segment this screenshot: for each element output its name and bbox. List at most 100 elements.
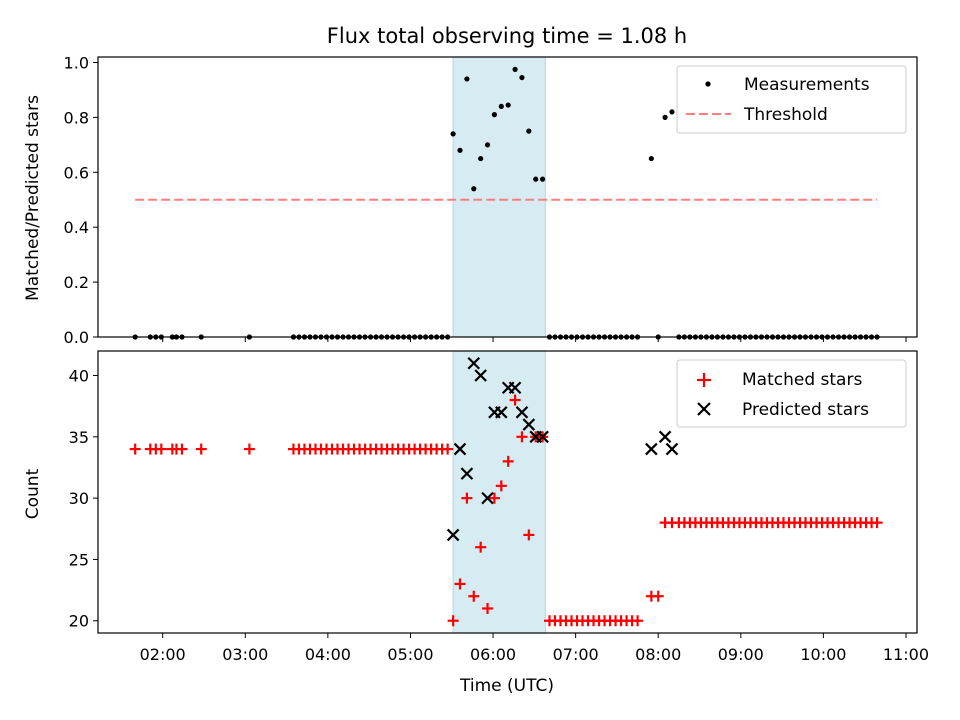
count-x-ticks: 02:00 03:00 04:00 05:00 06:00 07:00 08:00 09:00… — [140, 633, 929, 664]
measurement-point — [505, 102, 511, 108]
matched-star-point — [495, 480, 507, 492]
predicted-star-point — [665, 442, 679, 456]
count-span-rect — [452, 350, 546, 634]
count-x-tick-label: 03:00 — [222, 645, 268, 664]
predicted-star-point — [474, 369, 487, 382]
predicted-star-point — [467, 356, 481, 370]
measurement-point — [484, 142, 491, 148]
measurement-point — [540, 176, 546, 182]
matched-star-point — [475, 541, 487, 553]
measurement-point — [450, 131, 456, 137]
legend-matched-label: Matched stars — [742, 370, 862, 390]
count-x-tick-label: 09:00 — [718, 645, 764, 664]
count-y-axis-label: Count — [23, 468, 43, 519]
count-panel: Count 20 25 30 35 40 02:00 03:00 04:00 05:00 06:… — [23, 350, 929, 696]
matched-star-point — [243, 443, 255, 455]
count-x-tick-label: 10:00 — [800, 645, 846, 664]
ratio-highlight-span — [452, 56, 546, 338]
measurement-point — [457, 147, 463, 153]
predicted-star-point — [645, 442, 658, 456]
count-x-tick-label: 06:00 — [470, 645, 516, 664]
legend-measurements-label: Measurements — [744, 75, 870, 95]
matched-star-point — [516, 431, 528, 443]
matched-star-point — [461, 492, 473, 504]
matched-star-point — [652, 590, 664, 602]
predicted-star-point — [522, 418, 536, 431]
predicted-star-point — [536, 430, 549, 444]
matched-star-point — [447, 615, 459, 627]
count-x-tick-label: 02:00 — [140, 645, 186, 664]
count-x-tick-label: 07:00 — [553, 645, 599, 664]
matched-star-point — [442, 443, 454, 455]
measurement-point — [512, 66, 518, 72]
count-plot-frame — [97, 350, 918, 634]
matched-star-point — [155, 443, 167, 455]
count-y-tick-label: 20 — [69, 612, 89, 631]
ratio-legend: Measurements Threshold — [676, 65, 907, 134]
ratio-panel: Matched/Predicted stars 0.0 0.2 0.4 0.6 0.8 1… — [23, 53, 918, 347]
matched-star-point — [195, 443, 207, 455]
legend-predicted-marker — [697, 402, 711, 416]
matched-star-point — [871, 517, 883, 529]
legend-matched-marker — [697, 373, 711, 387]
count-x-tick-label: 11:00 — [883, 645, 929, 664]
matched-star-point — [482, 602, 494, 614]
count-highlight-span — [452, 350, 546, 634]
predicted-star-point — [453, 442, 467, 456]
count-x-axis-label: Time (UTC) — [459, 676, 554, 696]
measurement-point — [526, 128, 532, 134]
count-legend: Matched stars Predicted stars — [676, 359, 907, 428]
count-y-tick-label: 30 — [69, 489, 89, 508]
count-series — [129, 356, 883, 627]
ratio-y-axis-label: Matched/Predicted stars — [23, 95, 43, 301]
ratio-y-tick-label: 1.0 — [64, 53, 89, 72]
measurement-point — [662, 114, 668, 120]
figure-title: Flux total observing time = 1.08 h — [327, 24, 687, 48]
measurement-point — [498, 103, 504, 110]
count-x-tick-label: 05:00 — [387, 645, 433, 664]
predicted-star-point — [446, 528, 460, 542]
ratio-y-tick-label: 0.6 — [64, 163, 89, 182]
matched-star-point — [523, 529, 535, 541]
legend-predicted-label: Predicted stars — [742, 400, 869, 420]
measurement-point — [471, 186, 477, 192]
ratio-span-rect — [452, 56, 546, 338]
predicted-star-point — [658, 430, 672, 444]
measurement-point — [648, 155, 654, 162]
ratio-y-ticks: 0.0 0.2 0.4 0.6 0.8 1.0 — [64, 53, 98, 347]
predicted-star-point — [495, 406, 508, 419]
matched-star-point — [176, 443, 188, 455]
count-y-tick-label: 40 — [69, 367, 89, 386]
matched-star-point — [632, 615, 644, 627]
matched-star-point — [488, 492, 500, 504]
count-x-tick-label: 08:00 — [635, 645, 681, 664]
predicted-star-point — [515, 406, 529, 419]
matched-star-point — [502, 455, 514, 467]
legend-threshold-label: Threshold — [743, 105, 828, 125]
ratio-legend-box — [676, 65, 907, 134]
matched-star-point — [454, 578, 466, 590]
ratio-y-tick-label: 0.0 — [64, 328, 89, 347]
measurement-point — [519, 74, 525, 81]
measurement-point — [533, 176, 539, 182]
count-legend-box — [676, 359, 907, 428]
count-y-tick-label: 35 — [69, 428, 89, 447]
predicted-star-point — [481, 491, 494, 505]
ratio-y-tick-label: 0.4 — [64, 218, 89, 237]
ratio-y-tick-label: 0.2 — [64, 273, 89, 292]
measurement-point — [491, 112, 498, 118]
matched-star-point — [468, 590, 480, 602]
ratio-plot-frame — [97, 56, 918, 338]
count-y-ticks: 20 25 30 35 40 — [69, 367, 98, 631]
measurement-point — [669, 109, 675, 115]
matched-star-point — [129, 443, 141, 455]
ratio-y-tick-label: 0.8 — [64, 108, 89, 127]
legend-measurements-marker — [705, 81, 711, 87]
matched-star-point — [509, 394, 521, 406]
measurement-point — [464, 76, 470, 82]
count-x-tick-label: 04:00 — [305, 645, 351, 664]
predicted-star-point — [460, 467, 474, 480]
count-y-tick-label: 25 — [69, 550, 89, 569]
measurement-point — [478, 155, 484, 162]
